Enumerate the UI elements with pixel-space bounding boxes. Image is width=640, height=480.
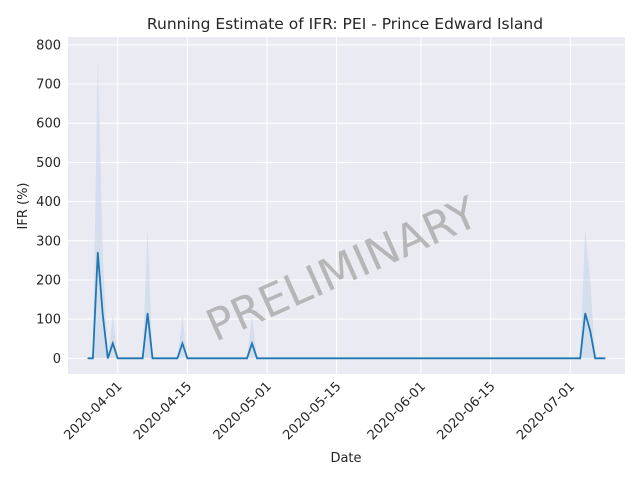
data-point: [97, 251, 99, 254]
chart-title: Running Estimate of IFR: PEI - Prince Ed…: [147, 15, 543, 33]
data-point: [112, 342, 114, 344]
data-point: [142, 357, 144, 359]
y-tick-label: 500: [36, 156, 61, 171]
plot-background: [68, 37, 625, 374]
data-point: [589, 330, 591, 332]
data-point: [117, 357, 119, 359]
series-line: [87, 252, 606, 360]
data-point: [122, 357, 124, 359]
x-axis-label: Date: [330, 451, 361, 466]
data-point: [102, 314, 104, 316]
data-point: [87, 357, 89, 359]
x-tick-label: 2020-06-01: [365, 379, 429, 443]
y-tick-label: 600: [36, 117, 61, 132]
x-tick-label: 2020-04-01: [62, 379, 126, 443]
data-point: [246, 357, 248, 359]
data-point: [147, 312, 149, 314]
data-point: [156, 357, 159, 359]
x-tick-label: 2020-07-01: [514, 379, 578, 443]
data-point: [176, 357, 178, 359]
x-tick-label: 2020-05-15: [280, 379, 344, 443]
data-point: [181, 342, 183, 344]
data-point: [604, 357, 606, 359]
data-point: [151, 357, 154, 359]
series-points: [87, 251, 606, 359]
data-point: [256, 357, 258, 359]
y-tick-label: 100: [36, 313, 61, 328]
data-point: [127, 357, 129, 359]
y-tick-label: 200: [36, 273, 61, 288]
x-tick-label: 2020-06-15: [435, 379, 499, 443]
y-tick-label: 400: [36, 195, 61, 210]
data-point: [107, 357, 109, 359]
data-point: [251, 342, 253, 344]
data-point: [186, 357, 188, 359]
data-point: [579, 357, 581, 359]
data-point: [584, 312, 586, 314]
x-tick-label: 2020-05-01: [211, 379, 275, 443]
y-tick-label: 800: [36, 38, 61, 53]
x-gridlines: [117, 37, 571, 374]
y-tick-label: 300: [36, 234, 61, 249]
y-tick-label: 700: [36, 78, 61, 93]
x-tick-labels: 2020-04-01 2020-04-15 2020-05-01 2020-05-15…: [62, 379, 579, 443]
x-tick-label: 2020-04-15: [131, 379, 195, 443]
data-point: [594, 357, 596, 359]
data-point: [92, 357, 94, 359]
y-tick-labels: 0 100 200 300 400 500 600 700 800: [36, 38, 61, 366]
y-tick-label: 0: [53, 352, 61, 367]
y-axis-label: IFR (%): [16, 183, 31, 230]
y-gridlines: [68, 44, 625, 359]
